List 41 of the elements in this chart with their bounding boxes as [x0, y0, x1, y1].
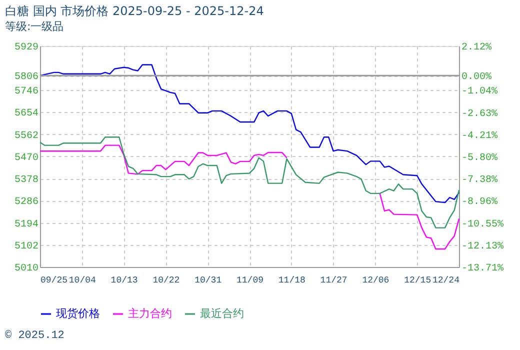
y-tick-label: 5470 — [14, 152, 38, 164]
y-tick-label: 5010 — [14, 264, 38, 274]
y-tick-label: 5654 — [14, 108, 38, 120]
legend-label: 最近合约 — [200, 307, 244, 320]
x-tick-label: 10/04 — [68, 276, 96, 286]
x-tick-label: 10/31 — [194, 276, 222, 286]
y-tick-label: 5562 — [14, 130, 38, 142]
x-tick-label: 11/27 — [320, 276, 348, 286]
line-series — [39, 64, 460, 204]
line-series — [39, 136, 460, 228]
y-tick-label: 5806 — [14, 72, 38, 84]
y-tick-label: 5102 — [14, 241, 38, 252]
x-tick-label: 10/22 — [152, 276, 180, 286]
x-tick-label: 11/18 — [278, 276, 306, 286]
y2-tick-label: -12.13% — [462, 241, 504, 252]
x-tick-label: 10/13 — [110, 276, 138, 286]
legend-label: 现货价格 — [56, 307, 100, 320]
y-tick-label: 5286 — [14, 197, 38, 208]
y2-tick-label: -5.80% — [462, 153, 498, 164]
text: © 2025.12 — [5, 330, 64, 342]
y2-tick-label: -13.71% — [462, 264, 504, 274]
chart-title: 白糖 国内 市场价格 2025-09-25 - 2025-12-24 — [5, 4, 264, 18]
y2-tick-label: 0.00% — [462, 72, 492, 84]
x-tick-label: 11/09 — [236, 276, 264, 286]
x-tick-label: 12/15 — [404, 276, 432, 286]
y2-tick-label: -2.63% — [462, 108, 498, 120]
x-tick-label: 12/06 — [362, 276, 390, 286]
y2-tick-label: -7.38% — [462, 175, 498, 186]
legend-label: 主力合约 — [128, 307, 172, 320]
y2-tick-label: -1.04% — [462, 86, 498, 98]
y2-tick-label: -4.21% — [462, 130, 498, 142]
y-tick-label: 5378 — [14, 175, 38, 186]
y2-tick-label: 2.12% — [462, 42, 492, 54]
y2-tick-label: -8.96% — [462, 197, 498, 208]
y-tick-label: 5194 — [14, 219, 38, 230]
x-tick-label: 09/25 — [40, 276, 68, 286]
chart-subtitle: 等级:一级品 — [5, 20, 64, 33]
x-tick-label: 12/24 — [432, 276, 460, 286]
y-tick-label: 5929 — [14, 42, 38, 54]
y2-tick-label: -10.55% — [462, 219, 504, 230]
y-tick-label: 5746 — [14, 86, 38, 98]
